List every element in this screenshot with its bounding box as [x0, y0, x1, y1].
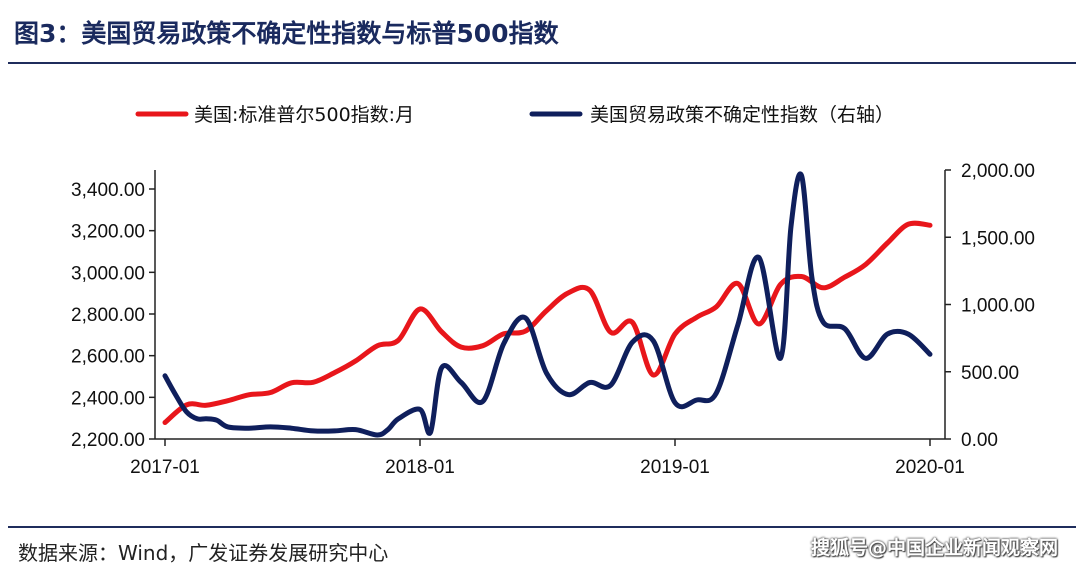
- y-left-tick-label: 3,400.00: [71, 180, 145, 201]
- series-layer: [162, 171, 933, 438]
- top-rule: [8, 62, 1076, 64]
- x-tick-label: 2019-01: [640, 457, 710, 478]
- y-right-tick-label: 2,000.00: [961, 161, 1035, 182]
- legend-label-tpu: 美国贸易政策不确定性指数（右轴）: [590, 104, 894, 126]
- y-left-tick-label: 2,800.00: [71, 305, 145, 326]
- legend: 美国:标准普尔500指数:月 美国贸易政策不确定性指数（右轴）: [135, 104, 894, 126]
- watermark: 搜狐号@中国企业新闻观察网: [810, 537, 1058, 559]
- axes: 2,200.00 2,400.00 2,600.00 2,800.00 3,000.00…: [71, 161, 1035, 478]
- chart-title: 图3：美国贸易政策不确定性指数与标普500指数: [14, 19, 559, 48]
- legend-label-sp500: 美国:标准普尔500指数:月: [194, 104, 414, 126]
- y-right-tick-label: 1,500.00: [961, 228, 1035, 249]
- series-line-tpu: [162, 171, 933, 438]
- bottom-rule: [8, 526, 1076, 528]
- x-tick-label: 2018-01: [385, 457, 455, 478]
- y-right-tick-label: 0.00: [961, 430, 998, 451]
- x-tick-label: 2017-01: [130, 457, 200, 478]
- y-left-tick-label: 3,200.00: [71, 222, 145, 243]
- y-right-tick-label: 500.00: [961, 363, 1019, 384]
- y-right-tick-label: 1,000.00: [961, 296, 1035, 317]
- y-left-tick-label: 2,400.00: [71, 388, 145, 409]
- y-left-tick-label: 2,200.00: [71, 430, 145, 451]
- y-left-tick-label: 2,600.00: [71, 347, 145, 368]
- x-tick-label: 2020-01: [895, 457, 965, 478]
- source-note: 数据来源：Wind，广发证券发展研究中心: [18, 541, 389, 565]
- y-left-tick-label: 3,000.00: [71, 263, 145, 284]
- series-line-sp500: [162, 220, 933, 425]
